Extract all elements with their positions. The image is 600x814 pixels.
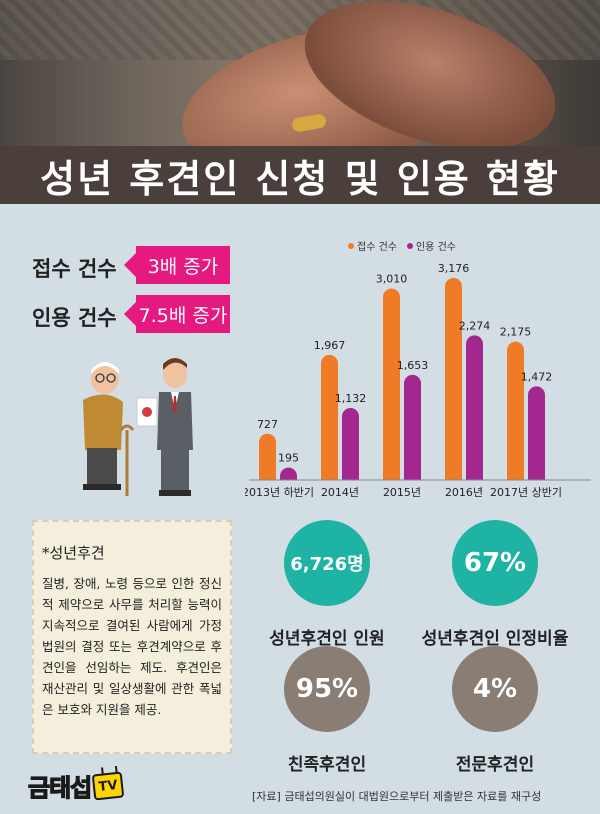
bar-received-1 — [321, 354, 338, 480]
guardian-legs — [161, 448, 189, 492]
bar-received-4 — [507, 341, 524, 480]
data-label-received-2: 3,010 — [376, 273, 408, 286]
guardian-head — [163, 360, 187, 388]
circle-value: 95% — [295, 674, 359, 704]
data-label-approved-4: 1,472 — [521, 370, 553, 383]
circle-label: 성년후견인 인원 — [269, 629, 385, 649]
logo-text: 금태섭 — [27, 773, 92, 802]
bar-approved-4 — [528, 386, 545, 480]
circle-badge: 6,726명 — [284, 520, 370, 606]
elderly-glasses-right — [106, 373, 116, 383]
brand-logo: 금태섭 TV — [27, 768, 125, 803]
elderly-glasses-left — [95, 373, 105, 383]
stat-label-approved: 인용 건수 — [32, 306, 117, 330]
chart-legend: 접수 건수 인용 건수 — [348, 238, 456, 253]
data-label-approved-3: 2,274 — [459, 319, 491, 332]
legend-label-approved: 인용 건수 — [415, 242, 456, 253]
category-label-1: 2014년 — [321, 486, 359, 499]
bar-received-0 — [259, 433, 276, 480]
bar-chart: 727 195 2013년 하반기 1,967 1,132 2014년 3,010 1,653… — [245, 262, 591, 499]
definition-note: *성년후견 질병, 장애, 노령 등으로 인한 정신적 제약으로 사무를 처리할… — [32, 520, 232, 754]
stat-callout-received: 3배 증가 — [124, 246, 230, 284]
bar-received-3 — [445, 278, 462, 480]
category-label-4: 2017년 상반기 — [490, 486, 562, 499]
circle-badge: 67% — [452, 520, 538, 606]
elderly-head — [91, 362, 119, 394]
circle-value: 4% — [472, 674, 518, 704]
legend-dot-orange — [348, 242, 354, 249]
circle-badge: 4% — [452, 646, 538, 732]
elderly-hair — [91, 362, 119, 374]
stat-circle-family-guardian: 95% 친족후견인 — [252, 646, 402, 775]
data-label-received-1: 1,967 — [314, 339, 346, 352]
stat-callout-approved: 7.5배 증가 — [124, 295, 230, 333]
category-label-3: 2016년 — [445, 486, 483, 499]
note-body: 질병, 장애, 노령 등으로 인한 정신적 제약으로 사무를 처리할 능력이 지… — [42, 576, 222, 717]
elderly-legs — [87, 448, 117, 486]
stat-circle-professional-guardian: 4% 전문후견인 — [420, 646, 570, 775]
page-title: 성년 후견인 신청 및 인용 현황 — [40, 156, 560, 201]
stat-circle-guardian-count: 6,726명 성년후견인 인원 — [252, 520, 402, 649]
data-label-approved-1: 1,132 — [335, 392, 367, 405]
guardian-hair — [163, 358, 187, 370]
guardian-shoes — [159, 490, 191, 496]
legend-dot-purple — [406, 242, 413, 249]
legend-label-received: 접수 건수 — [357, 242, 397, 253]
bar-approved-1 — [342, 408, 359, 480]
tv-icon: TV — [91, 771, 125, 800]
title-bar: 성년 후견인 신청 및 인용 현황 — [0, 146, 600, 204]
bar-approved-2 — [404, 374, 421, 480]
data-label-received-3: 3,176 — [438, 262, 470, 275]
circle-label: 성년후견인 인정비율 — [421, 629, 569, 649]
stat-label-received: 접수 건수 — [32, 257, 117, 281]
data-label-approved-2: 1,653 — [397, 359, 429, 372]
category-label-2: 2015년 — [383, 486, 421, 499]
category-label-0: 2013년 하반기 — [245, 485, 314, 499]
circle-label: 친족후견인 — [287, 755, 367, 775]
note-title: *성년후견 — [42, 544, 105, 562]
circle-badge: 95% — [284, 646, 370, 732]
data-label-received-0: 727 — [257, 418, 278, 431]
data-label-approved-0: 195 — [278, 452, 299, 465]
elderly-shoes — [83, 484, 121, 490]
stat-circle-approval-rate: 67% 성년후견인 인정비율 — [420, 520, 570, 649]
bar-approved-0 — [280, 467, 297, 480]
source-credit: [자료] 금태섭의원실이 대법원으로부터 제출받은 자료를 재구성 — [252, 790, 542, 803]
circle-value: 6,726명 — [290, 554, 364, 575]
data-label-received-4: 2,175 — [500, 326, 532, 339]
legend-item-received: 접수 건수 — [348, 238, 397, 253]
bar-received-2 — [383, 288, 400, 480]
elderly-body — [83, 394, 123, 450]
guardian-suit — [157, 392, 193, 450]
legend-item-approved: 인용 건수 — [406, 238, 456, 253]
hero-photo-hands — [0, 0, 600, 146]
illustration-elderly-and-guardian — [83, 358, 193, 496]
bar-approved-3 — [466, 335, 483, 480]
circle-value: 67% — [463, 548, 527, 578]
circle-label: 전문후견인 — [455, 755, 535, 775]
